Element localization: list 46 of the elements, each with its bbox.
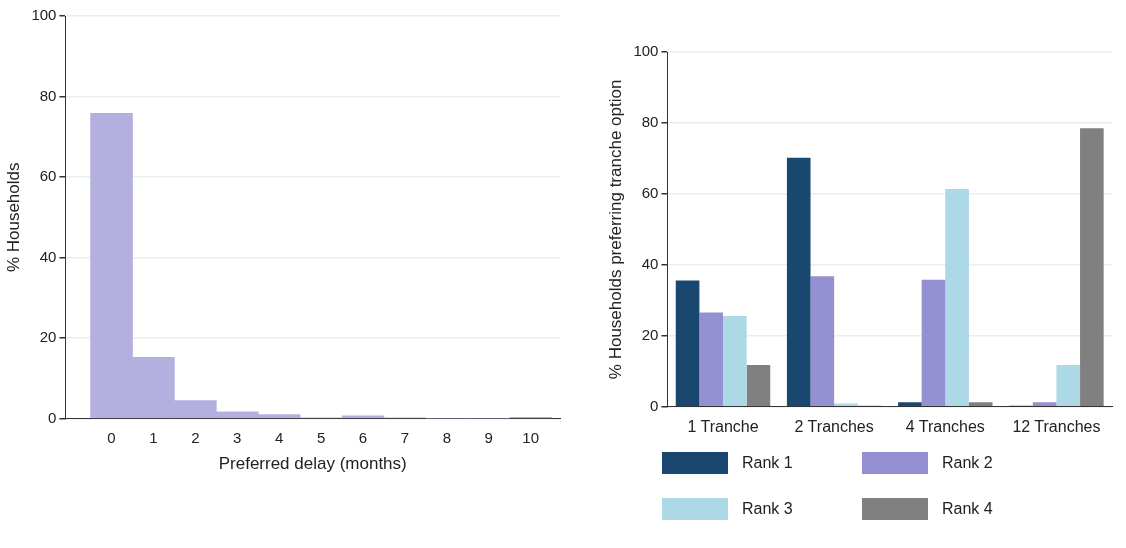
- y-tick-label: 80: [641, 113, 659, 131]
- bar: [1080, 128, 1104, 407]
- x-tick-label: 3: [233, 428, 242, 446]
- y-tick-label: 100: [31, 6, 57, 24]
- y-tick-label: 0: [650, 396, 659, 414]
- x-tick-label: 8: [442, 428, 452, 446]
- bar: [699, 312, 723, 407]
- legend-label: Rank 1: [742, 454, 793, 472]
- x-tick-label: 9: [484, 428, 493, 446]
- y-tick-label: 100: [633, 42, 659, 60]
- bar: [945, 188, 969, 407]
- y-tick-label: 80: [39, 86, 57, 104]
- bar: [723, 315, 747, 407]
- y-tick-label: 60: [641, 184, 659, 202]
- x-tick-label: 4 Tranches: [905, 417, 985, 435]
- y-tick-label: 20: [39, 328, 57, 346]
- x-tick-label: 6: [358, 428, 368, 446]
- y-tick-label: 60: [39, 167, 57, 185]
- y-tick-label: 40: [39, 247, 57, 265]
- x-tick-label: 10: [522, 428, 539, 446]
- bar: [786, 157, 811, 407]
- x-tick-label: 1: [149, 428, 158, 446]
- bar: [898, 402, 922, 407]
- x-axis-title: Preferred delay (months): [218, 454, 407, 474]
- x-tick-label: 0: [107, 428, 116, 446]
- bar: [810, 276, 835, 407]
- y-tick-label: 40: [641, 255, 659, 273]
- bar: [968, 402, 993, 407]
- legend-label: Rank 3: [742, 500, 793, 518]
- bar: [1056, 364, 1081, 407]
- y-axis-title: % Households: [3, 162, 23, 273]
- bar: [921, 279, 946, 407]
- legend-label: Rank 2: [942, 454, 993, 472]
- x-tick-label: 7: [400, 428, 410, 446]
- x-tick-label: 5: [316, 428, 326, 446]
- legend-label: Rank 4: [942, 500, 993, 518]
- y-axis-title: % Households preferring tranche option: [605, 79, 625, 380]
- x-tick-label: 1 Tranche: [687, 417, 759, 435]
- x-tick-label: 2: [191, 428, 200, 446]
- x-tick-label: 12 Tranches: [1012, 417, 1101, 435]
- bar: [1032, 402, 1057, 407]
- x-tick-label: 2 Tranches: [794, 417, 874, 435]
- y-tick-label: 20: [641, 325, 659, 343]
- bar: [675, 280, 700, 407]
- bar: [746, 364, 771, 407]
- x-tick-label: 4: [275, 428, 284, 446]
